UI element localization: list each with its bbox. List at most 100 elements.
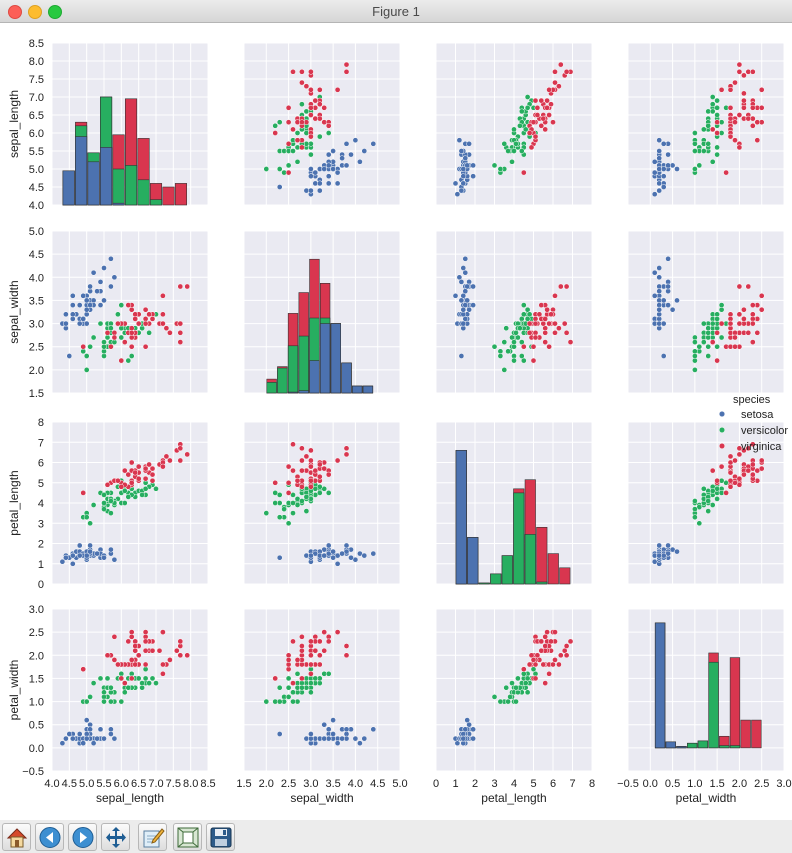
scatter-point-virginica xyxy=(321,647,328,654)
scatter-point-virginica xyxy=(532,661,539,668)
scatter-point-setosa xyxy=(325,173,332,180)
scatter-point-virginica xyxy=(567,638,574,645)
scatter-point-setosa xyxy=(108,283,114,290)
scatter-point-virginica xyxy=(299,675,305,682)
scatter-point-setosa xyxy=(361,735,368,742)
scatter-point-virginica xyxy=(149,465,156,472)
maximize-window-button[interactable] xyxy=(48,5,62,19)
scatter-point-setosa xyxy=(674,297,680,304)
hist-bar-virginica xyxy=(751,719,762,749)
y-tick-label: 4.5 xyxy=(29,249,44,261)
home-button[interactable] xyxy=(2,823,31,851)
scatter-point-versicolor xyxy=(513,140,519,147)
scatter-point-virginica xyxy=(184,451,191,458)
scatter-point-setosa xyxy=(76,542,83,549)
x-tick-label: 8.5 xyxy=(200,778,215,790)
hist-bar-setosa xyxy=(467,537,479,585)
scatter-point-setosa xyxy=(101,554,107,561)
scatter-point-virginica xyxy=(736,68,743,75)
hist-bar-virginica xyxy=(547,553,559,585)
close-window-button[interactable] xyxy=(8,5,22,19)
scatter-point-versicolor xyxy=(285,162,292,169)
scatter-point-versicolor xyxy=(118,302,125,308)
pairplot-figure[interactable]: 4.0 4.5 5.0 5.5 6.0 6.5 7.0 7.5 8.0 8.5 sepal_leng… xyxy=(0,23,792,820)
scatter-point-virginica xyxy=(142,465,149,472)
scatter-point-virginica xyxy=(538,122,545,129)
hist-bar-setosa xyxy=(112,202,125,206)
scatter-point-virginica xyxy=(736,144,743,151)
scatter-point-versicolor xyxy=(276,698,283,705)
scatter-point-setosa xyxy=(464,297,471,304)
hist-bar-setosa xyxy=(352,385,363,394)
minimize-window-button[interactable] xyxy=(28,5,42,19)
scatter-point-virginica xyxy=(749,320,756,327)
scatter-point-setosa xyxy=(343,140,350,147)
scatter-point-virginica xyxy=(299,79,305,86)
scatter-point-setosa xyxy=(111,735,118,742)
scatter-point-virginica xyxy=(727,483,734,490)
configure-subplots-button[interactable] xyxy=(138,823,167,851)
scatter-point-setosa xyxy=(456,137,463,144)
zoom-to-rect-button[interactable] xyxy=(173,823,202,851)
hist-bar-setosa xyxy=(298,390,309,394)
hist-bar-virginica xyxy=(559,567,571,585)
scatter-point-virginica xyxy=(714,130,720,136)
forward-button[interactable] xyxy=(68,823,97,851)
scatter-point-setosa xyxy=(76,302,83,308)
scatter-point-virginica xyxy=(741,316,747,322)
scatter-point-setosa xyxy=(83,552,90,559)
scatter-point-setosa xyxy=(69,292,76,299)
scatter-point-versicolor xyxy=(281,506,287,512)
x-tick-label: 8 xyxy=(589,778,595,790)
x-tick-label: 4.0 xyxy=(44,778,59,790)
hist-bar-versicolor xyxy=(137,179,150,206)
scatter-point-versicolor xyxy=(692,339,698,345)
scatter-point-virginica xyxy=(142,343,149,350)
y-axis-label: sepal_width xyxy=(7,280,21,343)
pan-button[interactable] xyxy=(101,823,130,851)
scatter-point-versicolor xyxy=(709,101,716,108)
scatter-point-virginica xyxy=(142,661,149,668)
scatter-point-setosa xyxy=(665,162,671,169)
scatter-point-versicolor xyxy=(101,339,107,345)
scatter-point-setosa xyxy=(656,187,663,194)
scatter-point-virginica xyxy=(552,292,558,299)
scatter-point-virginica xyxy=(104,481,111,488)
scatter-point-virginica xyxy=(80,343,87,350)
scatter-point-setosa xyxy=(343,162,350,169)
scatter-point-virginica xyxy=(741,90,747,97)
scatter-point-versicolor xyxy=(513,684,519,691)
scatter-point-versicolor xyxy=(83,698,90,705)
scatter-point-setosa xyxy=(651,191,658,198)
scatter-point-virginica xyxy=(290,467,296,474)
subplot-sepal_length-vs-petal_width xyxy=(627,42,785,206)
subplot-petal_length-vs-sepal_width xyxy=(243,421,401,585)
scatter-point-versicolor xyxy=(522,126,529,133)
x-tick-label: 1.5 xyxy=(709,778,724,790)
scatter-point-virginica xyxy=(546,343,552,350)
scatter-point-versicolor xyxy=(497,166,504,172)
scatter-point-versicolor xyxy=(522,680,529,686)
scatter-point-setosa xyxy=(454,191,461,198)
save-button[interactable] xyxy=(206,823,235,851)
scatter-point-versicolor xyxy=(101,492,107,498)
scatter-point-virginica xyxy=(532,133,539,140)
y-tick-label: 2.0 xyxy=(29,650,44,662)
scatter-point-virginica xyxy=(741,72,747,79)
scatter-point-setosa xyxy=(660,140,667,147)
scatter-point-virginica xyxy=(745,467,752,474)
scatter-point-virginica xyxy=(526,661,533,668)
scatter-point-setosa xyxy=(321,552,328,559)
scatter-point-setosa xyxy=(651,169,658,176)
back-button[interactable] xyxy=(35,823,64,851)
scatter-point-virginica xyxy=(132,647,139,654)
scatter-point-versicolor xyxy=(325,490,332,496)
scatter-point-setosa xyxy=(651,269,658,276)
scatter-point-versicolor xyxy=(705,329,712,336)
scatter-point-virginica xyxy=(745,283,752,290)
scatter-point-virginica xyxy=(285,479,292,486)
scatter-point-versicolor xyxy=(518,108,525,115)
scatter-point-versicolor xyxy=(125,357,132,364)
scatter-point-setosa xyxy=(458,148,465,154)
scatter-point-virginica xyxy=(299,467,305,474)
